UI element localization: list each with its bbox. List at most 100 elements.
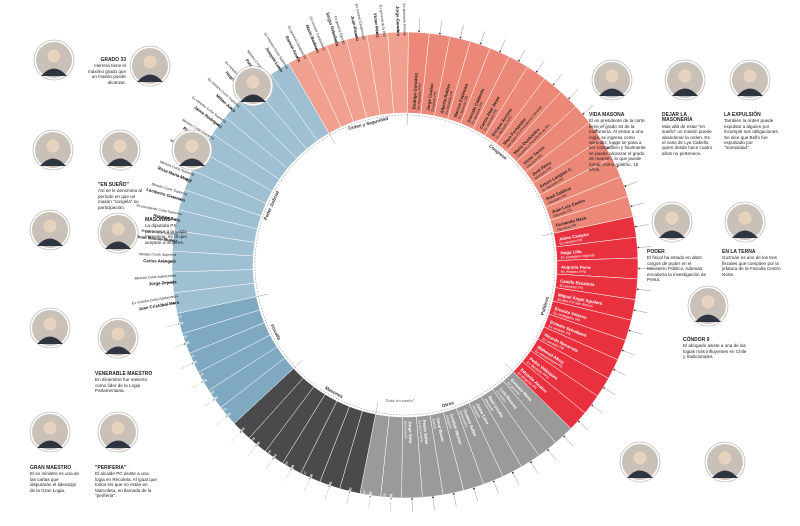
leader-dot (563, 435, 566, 438)
member-role: Ex funcionario (417, 420, 424, 443)
leader-line (311, 36, 317, 49)
inner-ring-label: "Está 'en sueño'" (385, 398, 416, 403)
leader-line (284, 469, 292, 481)
member-segment-joaquin-lavin (270, 62, 330, 142)
leader-lines (158, 18, 652, 512)
leader-dot (479, 42, 482, 45)
member-role: Ministro Corte Suprema (139, 252, 176, 257)
leader-dot (438, 32, 441, 35)
member-name: Juan Cristóbal Mera (138, 300, 180, 312)
member-name: Jorge Soto (408, 421, 414, 444)
leader-line (569, 88, 579, 99)
leader-dot (328, 485, 331, 488)
leader-dot (628, 329, 631, 332)
note-venerable-title: Venerable maestro (95, 371, 153, 377)
leader-line (625, 181, 638, 187)
leader-dot (315, 47, 318, 50)
leader-line (607, 141, 620, 149)
leader-line (617, 160, 630, 167)
leader-dot (616, 165, 619, 168)
leader-line (453, 493, 457, 507)
portrait-avatar (591, 59, 633, 101)
note-dejar-title: Dejar la masonería (662, 112, 693, 124)
note-grado33-text: Herrera tiene el máximo grado que un mas… (87, 63, 126, 85)
leader-dot (603, 387, 605, 389)
leader-line (161, 303, 175, 306)
leader-dot (390, 497, 392, 500)
member-role: Ex almirante Armada (402, 3, 407, 36)
leader-dot (296, 56, 299, 59)
member-name: Pedro Salas (422, 420, 430, 446)
leader-dot (308, 477, 311, 480)
leader-line (165, 323, 179, 328)
member-role: Académico (360, 490, 367, 508)
note-masonas-title: Masonas (145, 217, 171, 223)
member-name: Juan Manuel Muñoz (136, 234, 177, 243)
leader-line (418, 18, 420, 32)
member-name: Enrique Silva (387, 493, 394, 521)
leader-dot (630, 205, 633, 208)
note-terna-title: En la terna (722, 249, 756, 255)
leader-line (158, 282, 172, 284)
leader-line (180, 363, 193, 370)
portrait-avatar (97, 212, 139, 254)
leader-dot (535, 70, 538, 73)
note-grado33-title: Grado 33 (100, 57, 126, 63)
sector-label-politicos: Políticos (540, 296, 550, 316)
leader-dot (591, 404, 594, 407)
leader-dot (216, 123, 219, 126)
member-name: Víctor Pérez (373, 13, 381, 38)
note-dejar-text: Más allá de estar "en sueño" un masón pu… (662, 123, 713, 156)
leader-line (390, 498, 392, 512)
member-name: Jorge Zepeda (149, 279, 178, 286)
leader-dot (432, 496, 434, 499)
note-poder: Poder El fiscal ha estado en altos cargo… (647, 249, 707, 282)
member-name: Darío Calderón (221, 426, 246, 452)
leader-dot (191, 362, 194, 365)
portrait-avatar (724, 201, 766, 243)
leader-line (603, 387, 616, 396)
leader-line (216, 416, 227, 425)
leader-line (635, 224, 649, 227)
leader-dot (633, 309, 636, 312)
leader-dot (624, 185, 627, 187)
note-ensueno-text: Así se le denomina al período en que un … (98, 188, 142, 210)
leader-dot (613, 368, 616, 371)
leader-line (536, 60, 545, 72)
portrait-avatars (29, 39, 771, 483)
leader-line (265, 458, 274, 470)
leader-line (622, 350, 635, 356)
leader-dot (473, 487, 475, 490)
portrait-avatar (619, 441, 661, 483)
note-granmaestro: Gran maestro El ex ministro es una de la… (30, 465, 80, 493)
leader-line (353, 23, 357, 37)
leader-line (553, 74, 563, 85)
member-role: Ministro Corte Apelaciones (135, 273, 177, 280)
member-name: Alejandra Jara Lazcano (313, 480, 333, 526)
leader-dot (230, 107, 233, 110)
leader-dot (355, 35, 358, 38)
leader-dot (577, 420, 580, 423)
sector-label-otros: Otros (441, 400, 455, 409)
leader-dot (171, 239, 174, 242)
note-venerable-text: En diciembre fue reelecto como líder de … (95, 377, 148, 394)
leader-line (518, 49, 526, 61)
leader-line (291, 45, 298, 58)
leader-line (592, 405, 603, 414)
leader-line (202, 399, 214, 408)
leader-line (547, 449, 557, 461)
member-role: Abogado (484, 398, 495, 412)
leader-dot (183, 343, 186, 345)
leader-line (530, 462, 539, 474)
member-role: Ex consejero regional (561, 253, 595, 260)
member-name: Augusto Parra (561, 264, 591, 269)
note-venerable: Venerable maestro En diciembre fue reele… (95, 371, 153, 394)
member-name: Jorge Coulon (425, 83, 434, 111)
leader-line (207, 116, 218, 125)
member-role: Ex diputado PPD (417, 82, 423, 109)
